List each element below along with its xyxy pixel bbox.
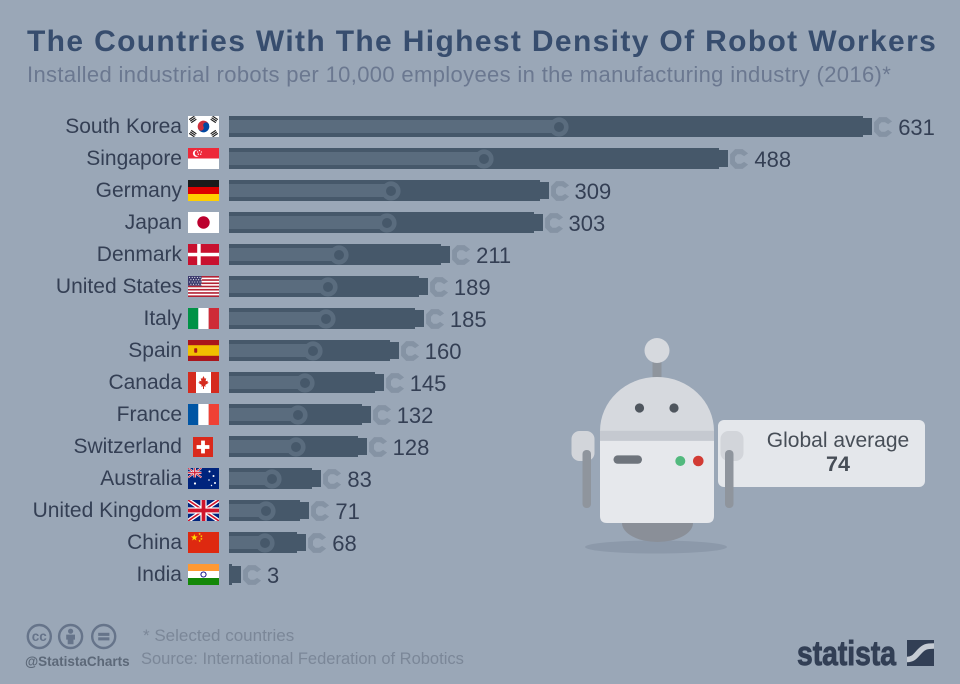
svg-text:statista: statista xyxy=(797,638,897,670)
svg-text:cc: cc xyxy=(32,629,48,644)
